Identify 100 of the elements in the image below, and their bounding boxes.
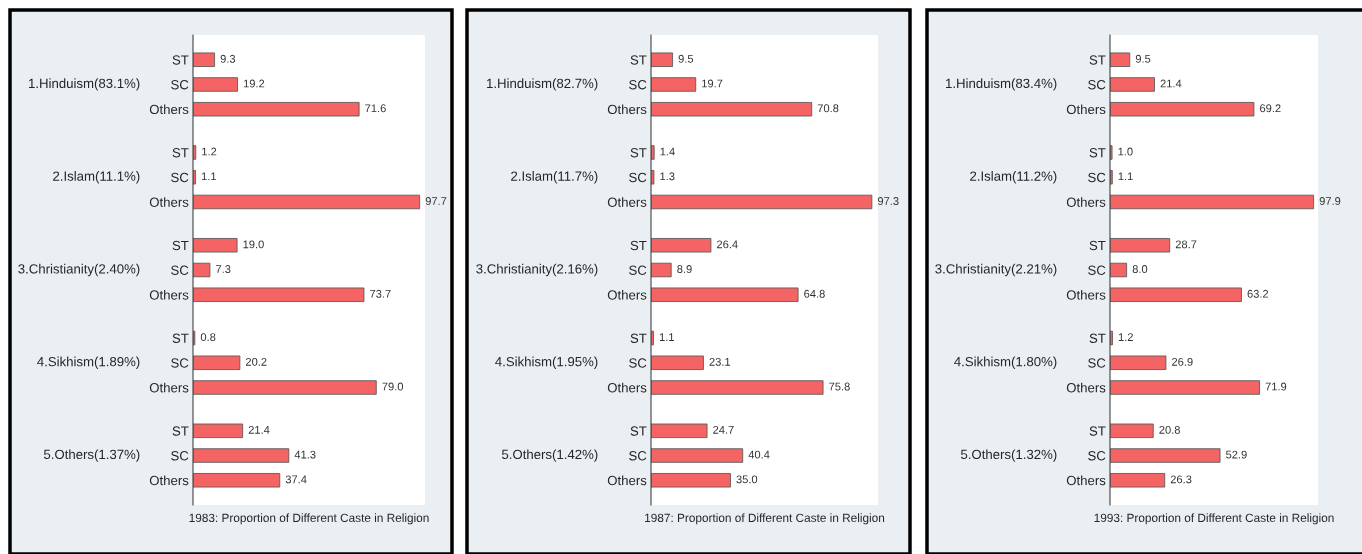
data-label: 8.0 <box>1132 265 1148 273</box>
y-tick-label: SC <box>629 265 647 275</box>
data-label: 23.1 <box>709 357 731 366</box>
y-tick-label: SC <box>1088 451 1106 461</box>
y-tick-label: ST <box>630 333 647 343</box>
data-label: 52.9 <box>1226 450 1247 459</box>
y-tick-label: ST <box>1089 426 1106 436</box>
data-label: 97.7 <box>425 197 447 205</box>
text: 3.Christianity(2.21%) <box>935 263 1057 277</box>
data-label: 9.5 <box>678 54 694 63</box>
y-tick-label: ST <box>630 148 647 158</box>
data-label: 26.3 <box>1170 475 1192 484</box>
x-axis-title: 1987: Proportion of Different Caste in Religion <box>645 513 885 525</box>
data-label: 79.0 <box>382 382 404 391</box>
text: 4.Sikhism(1.89%) <box>37 356 140 369</box>
data-label: 1.2 <box>1118 333 1133 341</box>
data-label: 63.2 <box>1247 289 1269 298</box>
data-label: 8.9 <box>677 265 692 273</box>
y-tick-label: Others <box>607 197 647 207</box>
x-axis-title: 1993: Proportion of Different Caste in Religion <box>1094 513 1334 525</box>
data-label: 26.9 <box>1172 357 1193 366</box>
data-label: 37.4 <box>285 475 307 484</box>
data-label: 7.3 <box>216 265 231 273</box>
data-label: 71.9 <box>1265 382 1287 391</box>
data-label: 97.9 <box>1319 197 1341 205</box>
text: 3.Christianity(2.40%) <box>18 263 140 277</box>
data-label: 75.8 <box>829 382 850 391</box>
y-tick-label: SC <box>1088 172 1106 183</box>
text: 5.Others(1.32%) <box>960 449 1057 462</box>
data-label: 20.8 <box>1159 425 1180 434</box>
y-tick-label: SC <box>171 358 189 368</box>
y-tick-label: Others <box>1066 382 1106 393</box>
data-label: 21.4 <box>1160 79 1182 88</box>
y-tick-label: SC <box>1088 265 1106 275</box>
text: 4.Sikhism(1.95%) <box>495 356 598 369</box>
y-tick-label: SC <box>171 80 189 90</box>
data-label: 97.3 <box>877 197 899 205</box>
data-label: 0.8 <box>200 333 216 342</box>
y-tick-label: Others <box>607 382 647 393</box>
y-tick-label: Others <box>149 382 189 393</box>
text: 1.Hinduism(83.1%) <box>29 78 140 91</box>
text: 1.Hinduism(83.4%) <box>946 78 1057 91</box>
y-tick-label: SC <box>629 80 647 90</box>
y-tick-label: Others <box>607 475 647 486</box>
data-label: 21.4 <box>248 425 270 434</box>
y-tick-label: ST <box>172 148 189 158</box>
data-label: 20.2 <box>245 357 267 366</box>
y-tick-label: Others <box>1066 197 1106 207</box>
y-tick-label: ST <box>172 333 189 343</box>
y-tick-label: SC <box>629 451 647 461</box>
data-label: 41.3 <box>294 450 316 459</box>
data-label: 19.2 <box>243 79 265 88</box>
data-label: 64.8 <box>804 289 825 298</box>
y-tick-label: ST <box>630 240 647 251</box>
data-label: 1.4 <box>660 147 675 156</box>
y-tick-label: SC <box>629 358 647 368</box>
data-label: 1.1 <box>659 333 674 341</box>
y-tick-label: ST <box>172 426 189 436</box>
y-tick-label: Others <box>149 289 189 300</box>
y-tick-label: Others <box>607 104 647 115</box>
y-tick-label: Others <box>149 104 189 115</box>
text: 2.Islam(11.2%) <box>970 171 1057 184</box>
data-label: 71.6 <box>365 104 386 113</box>
y-tick-label: ST <box>1089 148 1106 158</box>
data-label: 9.3 <box>220 54 236 63</box>
data-label: 1.1 <box>201 172 217 181</box>
data-label: 1.0 <box>1118 147 1133 156</box>
y-tick-label: ST <box>1089 240 1106 251</box>
text: 5.Others(1.42%) <box>501 449 598 462</box>
data-label: 9.5 <box>1135 54 1151 63</box>
data-label: 26.4 <box>717 240 738 249</box>
y-tick-label: ST <box>172 240 189 251</box>
y-tick-label: Others <box>1066 289 1106 300</box>
y-tick-label: Others <box>607 289 647 300</box>
x-axis-title: 1983: Proportion of Different Caste in Religion <box>189 513 429 525</box>
data-label: 1.3 <box>660 172 675 181</box>
data-label: 28.7 <box>1175 240 1197 249</box>
data-label: 19.0 <box>243 240 264 249</box>
y-tick-label: Others <box>1066 104 1106 115</box>
data-label: 19.7 <box>702 79 723 88</box>
y-tick-label: SC <box>171 172 189 183</box>
y-tick-label: ST <box>172 55 189 65</box>
data-label: 69.2 <box>1260 104 1281 113</box>
y-tick-label: Others <box>1066 475 1106 486</box>
text: 2.Islam(11.7%) <box>511 171 598 184</box>
y-tick-label: SC <box>629 172 647 183</box>
y-tick-label: SC <box>1088 80 1106 90</box>
data-label: 1.1 <box>1118 172 1133 181</box>
y-tick-label: ST <box>1089 333 1106 343</box>
data-label: 70.8 <box>817 104 839 113</box>
data-label: 24.7 <box>713 425 734 434</box>
data-label: 40.4 <box>748 450 770 459</box>
y-tick-label: ST <box>1089 55 1106 65</box>
text: 1.Hinduism(82.7%) <box>487 78 598 91</box>
data-label: 35.0 <box>736 475 758 484</box>
text: 3.Christianity(2.16%) <box>476 263 598 277</box>
y-tick-label: SC <box>171 265 189 275</box>
data-label: 73.7 <box>370 289 391 298</box>
text: 5.Others(1.37%) <box>43 449 140 462</box>
text: 2.Islam(11.1%) <box>53 171 140 184</box>
